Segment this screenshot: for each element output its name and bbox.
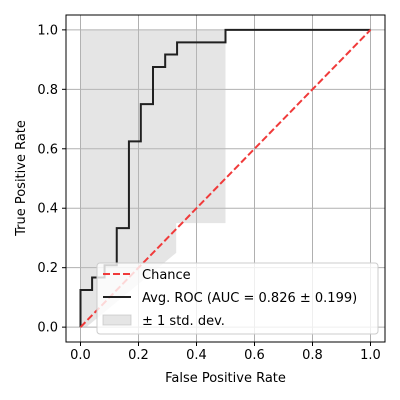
y-tick-label: 0.6	[37, 142, 58, 157]
x-axis-label: False Positive Rate	[165, 371, 286, 386]
legend-label-avg-roc: Avg. ROC (AUC = 0.826 ± 0.199)	[142, 291, 357, 306]
legend-label-chance: Chance	[142, 268, 191, 283]
x-tick-label: 0.8	[302, 348, 323, 363]
x-tick-label: 0.2	[128, 348, 149, 363]
chance-line	[79, 29, 372, 328]
y-axis-label: True Positive Rate	[14, 120, 29, 237]
y-tick-label: 1.0	[37, 23, 58, 38]
y-tick-label: 0.0	[37, 321, 58, 336]
x-tick-label: 0.0	[70, 348, 91, 363]
legend-swatch-std	[102, 314, 132, 326]
avg-roc-line	[79, 28, 371, 328]
series-lines	[79, 28, 372, 328]
y-tick-label: 0.4	[37, 202, 58, 217]
x-tick-label: 0.6	[244, 348, 265, 363]
legend: Chance Avg. ROC (AUC = 0.826 ± 0.199) ± …	[96, 262, 379, 335]
axis-ticks: 0.0 0.2 0.4 0.6 0.8 1.0 0.0 0.2 0.4 0.6 0.8 1.0	[37, 23, 381, 363]
x-tick-label: 0.4	[186, 348, 207, 363]
y-tick-label: 0.2	[37, 261, 58, 276]
x-tick-label: 1.0	[360, 348, 381, 363]
legend-label-std: ± 1 std. dev.	[142, 314, 225, 329]
legend-box	[96, 262, 379, 335]
plot-frame	[65, 14, 386, 343]
y-tick-label: 0.8	[37, 83, 58, 98]
